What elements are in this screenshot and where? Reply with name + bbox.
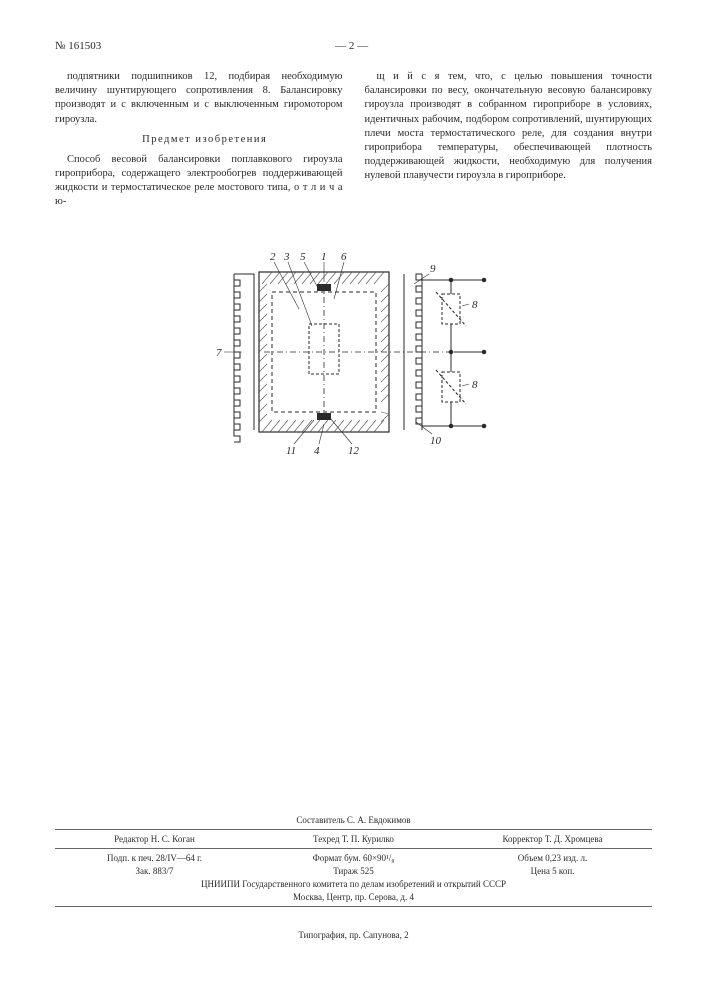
tirage: Тираж 525 bbox=[254, 865, 453, 877]
top-bearing bbox=[317, 284, 331, 291]
label-8b: 8 bbox=[472, 379, 478, 391]
diagram: 2 3 5 1 6 9 8 8 7 10 11 4 12 bbox=[204, 244, 504, 469]
format: Формат бум. 60×90¹/₈ bbox=[254, 852, 453, 864]
techred: Техред Т. П. Курилко bbox=[254, 833, 453, 845]
header-row: № 161503 — 2 — bbox=[55, 40, 652, 52]
footer-rule-2 bbox=[55, 848, 652, 849]
right-p1: щ и й с я тем, что, с целью повышения то… bbox=[365, 70, 653, 183]
label-11: 11 bbox=[286, 445, 296, 457]
diagram-svg: 2 3 5 1 6 9 8 8 7 10 11 4 12 bbox=[204, 244, 504, 464]
label-5: 5 bbox=[300, 251, 306, 263]
label-9: 9 bbox=[430, 263, 436, 275]
label-8a: 8 bbox=[472, 299, 478, 311]
editor: Редактор Н. С. Коган bbox=[55, 833, 254, 845]
org-line: ЦНИИПИ Государственного комитета по дела… bbox=[55, 878, 652, 890]
label-2: 2 bbox=[270, 251, 276, 263]
label-1: 1 bbox=[321, 251, 327, 263]
leaders bbox=[224, 262, 469, 444]
label-3: 3 bbox=[283, 251, 290, 263]
label-7: 7 bbox=[216, 347, 222, 359]
subject-heading: Предмет изобретения bbox=[55, 133, 343, 147]
credits-row: Редактор Н. С. Коган Техред Т. П. Курилк… bbox=[55, 833, 652, 845]
print-row-2: Зак. 883/7 Тираж 525 Цена 5 коп. bbox=[55, 865, 652, 877]
print-row-1: Подп. к печ. 28/IV—64 г. Формат бум. 60×… bbox=[55, 852, 652, 864]
resistor-top bbox=[436, 292, 466, 326]
doc-number: № 161503 bbox=[55, 40, 101, 52]
compiler-line: Составитель С. А. Евдокимов bbox=[55, 814, 652, 826]
footer-rule-1 bbox=[55, 829, 652, 830]
podp: Подп. к печ. 28/IV—64 г. bbox=[55, 852, 254, 864]
left-p1: подпятники подшипников 12, подбирая необ… bbox=[55, 70, 343, 127]
right-column: щ и й с я тем, что, с целью повышения то… bbox=[365, 70, 653, 216]
typography-line: Типография, пр. Сапунова, 2 bbox=[0, 930, 707, 940]
zak: Зак. 883/7 bbox=[55, 865, 254, 877]
footer-rule-3 bbox=[55, 906, 652, 907]
text-columns: подпятники подшипников 12, подбирая необ… bbox=[55, 70, 652, 216]
corrector: Корректор Т. Д. Хромцева bbox=[453, 833, 652, 845]
label-6: 6 bbox=[341, 251, 347, 263]
label-12: 12 bbox=[348, 445, 360, 457]
resistor-bottom bbox=[436, 370, 466, 404]
left-p2: Способ весовой балансировки поплавкового… bbox=[55, 153, 343, 210]
figure-container: 2 3 5 1 6 9 8 8 7 10 11 4 12 bbox=[55, 244, 652, 469]
page-mark: — 2 — bbox=[335, 40, 368, 52]
price: Цена 5 коп. bbox=[453, 865, 652, 877]
left-column: подпятники подшипников 12, подбирая необ… bbox=[55, 70, 343, 216]
addr-line: Москва, Центр, пр. Серова, д. 4 bbox=[55, 891, 652, 903]
footer-block: Составитель С. А. Евдокимов Редактор Н. … bbox=[55, 813, 652, 910]
label-10: 10 bbox=[430, 435, 442, 447]
left-fins bbox=[234, 274, 254, 442]
header-spacer bbox=[602, 40, 652, 52]
bottom-bearing bbox=[317, 413, 331, 420]
volume: Объем 0,23 изд. л. bbox=[453, 852, 652, 864]
page: № 161503 — 2 — подпятники подшипников 12… bbox=[0, 0, 707, 1000]
label-4: 4 bbox=[314, 445, 320, 457]
